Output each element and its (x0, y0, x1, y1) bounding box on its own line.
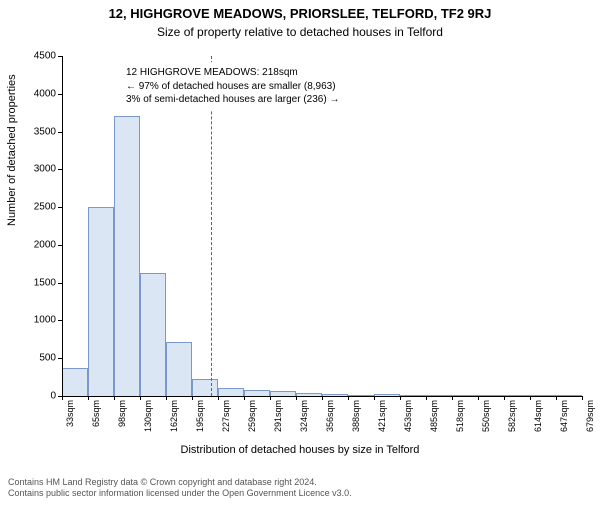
y-axis-line (62, 56, 63, 396)
y-tick-label: 3500 (16, 126, 56, 137)
footer-line1: Contains HM Land Registry data © Crown c… (8, 477, 352, 489)
histogram-bar (140, 273, 166, 396)
y-tick-label: 0 (16, 391, 56, 402)
annotation-line2: ← 97% of detached houses are smaller (8,… (126, 80, 339, 94)
y-tick-label: 3000 (16, 164, 56, 175)
chart-title-sub: Size of property relative to detached ho… (0, 25, 600, 39)
y-tick-label: 2500 (16, 202, 56, 213)
histogram-bar (88, 207, 114, 396)
x-axis-title: Distribution of detached houses by size … (0, 444, 600, 456)
annotation-line1: 12 HIGHGROVE MEADOWS: 218sqm (126, 66, 339, 80)
y-tick-label: 1000 (16, 315, 56, 326)
histogram-bar (62, 368, 88, 396)
annotation-box: 12 HIGHGROVE MEADOWS: 218sqm ← 97% of de… (120, 62, 345, 111)
chart-title-main: 12, HIGHGROVE MEADOWS, PRIORSLEE, TELFOR… (0, 6, 600, 21)
x-axis-line (62, 396, 582, 397)
x-tick (582, 396, 583, 400)
histogram-bar (166, 342, 192, 396)
annotation-line3: 3% of semi-detached houses are larger (2… (126, 93, 339, 107)
histogram-bar (114, 116, 140, 396)
chart-plot-area: 05001000150020002500300035004000450033sq… (62, 56, 582, 396)
footer-attribution: Contains HM Land Registry data © Crown c… (8, 477, 352, 500)
footer-line2: Contains public sector information licen… (8, 488, 352, 500)
y-tick-label: 1500 (16, 277, 56, 288)
y-tick-label: 2000 (16, 239, 56, 250)
y-tick-label: 500 (16, 353, 56, 364)
histogram-bar (192, 379, 218, 396)
histogram-bar (218, 388, 244, 396)
y-tick-label: 4000 (16, 88, 56, 99)
y-tick-label: 4500 (16, 51, 56, 62)
